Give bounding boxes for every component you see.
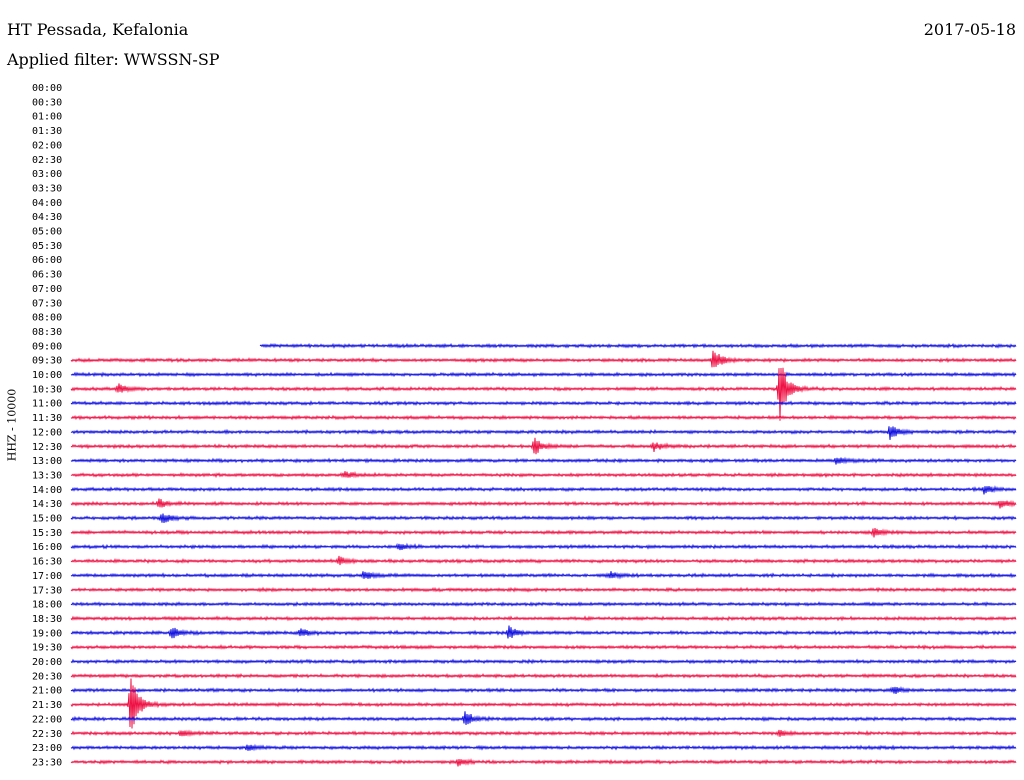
time-tick-label: 03:00 [32, 169, 62, 180]
time-tick-label: 21:00 [32, 686, 62, 697]
time-tick-label: 22:00 [32, 714, 62, 725]
trace-row [70, 437, 1017, 455]
trace-row [70, 643, 1017, 651]
time-tick-label: 14:30 [32, 499, 62, 510]
trace-row [70, 426, 1017, 440]
time-tick-label: 05:00 [32, 227, 62, 238]
trace-row [70, 542, 1017, 551]
trace-row [70, 456, 1017, 465]
time-tick-label: 07:30 [32, 298, 62, 309]
filter-label: Applied filter: WWSSN-SP [7, 50, 220, 69]
time-tick-label: 17:30 [32, 585, 62, 596]
time-tick-label: 20:30 [32, 671, 62, 682]
trace-row [70, 758, 1017, 767]
trace-row [70, 743, 1017, 752]
time-tick-label: 10:00 [32, 370, 62, 381]
time-tick-label: 00:30 [32, 97, 62, 108]
time-tick-label: 23:30 [32, 757, 62, 768]
trace-row [70, 658, 1017, 665]
time-tick-label: 17:00 [32, 571, 62, 582]
time-tick-label: 21:30 [32, 700, 62, 711]
time-tick-label: 12:00 [32, 427, 62, 438]
time-tick-label: 04:30 [32, 212, 62, 223]
trace-row [70, 729, 1017, 738]
time-tick-label: 16:00 [32, 542, 62, 553]
time-tick-label: 02:00 [32, 140, 62, 151]
trace-row [70, 672, 1017, 679]
trace-row [70, 498, 1017, 509]
time-tick-label: 02:30 [32, 155, 62, 166]
time-tick-label: 01:00 [32, 112, 62, 123]
time-tick-label: 10:30 [32, 384, 62, 395]
trace-row [70, 414, 1017, 421]
time-tick-label: 03:30 [32, 183, 62, 194]
trace-row [70, 586, 1017, 593]
time-tick-label: 19:30 [32, 643, 62, 654]
trace-row [70, 371, 1017, 378]
time-tick-label: 22:30 [32, 729, 62, 740]
time-tick-label: 18:00 [32, 600, 62, 611]
trace-row [70, 571, 1017, 580]
time-tick-label: 13:30 [32, 470, 62, 481]
time-tick-label: 04:00 [32, 198, 62, 209]
time-tick-label: 16:30 [32, 557, 62, 568]
trace-row [70, 625, 1017, 639]
trace-row [70, 711, 1017, 725]
trace-row [70, 528, 1017, 538]
trace-row [70, 555, 1017, 566]
time-tick-label: 13:00 [32, 456, 62, 467]
time-tick-label: 19:00 [32, 628, 62, 639]
time-tick-label: 15:00 [32, 514, 62, 525]
trace-row [70, 615, 1017, 622]
date-label: 2017-05-18 [923, 20, 1016, 39]
trace-row [70, 485, 1017, 495]
time-tick-label: 14:00 [32, 485, 62, 496]
time-tick-label: 06:00 [32, 255, 62, 266]
time-tick-label: 06:30 [32, 270, 62, 281]
trace-row [70, 400, 1017, 407]
station-title: HT Pessada, Kefalonia [7, 20, 189, 39]
time-tick-label: 01:30 [32, 126, 62, 137]
time-tick-label: 09:30 [32, 356, 62, 367]
time-tick-label: 18:30 [32, 614, 62, 625]
time-tick-label: 15:30 [32, 528, 62, 539]
trace-row [70, 601, 1017, 608]
time-tick-label: 00:00 [32, 83, 62, 94]
time-tick-label: 20:00 [32, 657, 62, 668]
time-tick-label: 12:30 [32, 442, 62, 453]
time-tick-label: 09:00 [32, 341, 62, 352]
time-tick-label: 11:30 [32, 413, 62, 424]
time-tick-label: 23:00 [32, 743, 62, 754]
time-tick-label: 11:00 [32, 399, 62, 410]
trace-row [70, 367, 1017, 421]
trace-row [70, 678, 1017, 729]
trace-row [70, 685, 1017, 694]
time-tick-label: 05:30 [32, 241, 62, 252]
trace-row [70, 471, 1017, 479]
time-tick-label: 08:00 [32, 313, 62, 324]
trace-row [259, 342, 1017, 349]
trace-row [70, 350, 1017, 368]
trace-row [70, 513, 1017, 523]
time-tick-label: 08:30 [32, 327, 62, 338]
time-tick-label: 07:00 [32, 284, 62, 295]
